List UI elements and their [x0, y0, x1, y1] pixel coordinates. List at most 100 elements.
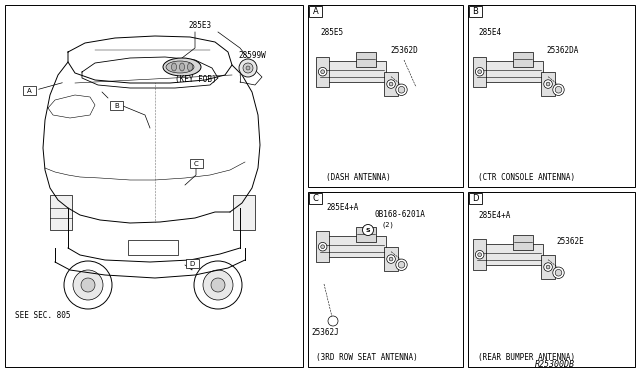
- Bar: [316, 57, 330, 87]
- Text: D: D: [472, 194, 479, 203]
- Text: S: S: [365, 228, 371, 232]
- Bar: [473, 240, 486, 270]
- Circle shape: [203, 270, 233, 300]
- Bar: [50, 195, 72, 230]
- Bar: [190, 159, 203, 168]
- Bar: [541, 255, 555, 279]
- Bar: [5, 5, 303, 367]
- Text: (DASH ANTENNA): (DASH ANTENNA): [326, 173, 391, 182]
- Circle shape: [555, 86, 562, 93]
- Bar: [385, 247, 397, 272]
- Circle shape: [396, 259, 407, 270]
- Bar: [308, 5, 463, 187]
- Text: 25362D: 25362D: [390, 46, 418, 55]
- Bar: [355, 52, 376, 67]
- Bar: [316, 231, 330, 262]
- Circle shape: [396, 84, 407, 96]
- Circle shape: [318, 67, 327, 76]
- Bar: [469, 193, 482, 204]
- Bar: [355, 227, 376, 242]
- Bar: [128, 240, 178, 255]
- Circle shape: [398, 262, 405, 268]
- Text: (REAR BUMPER ANTENNA): (REAR BUMPER ANTENNA): [478, 353, 575, 362]
- Circle shape: [328, 316, 338, 326]
- Bar: [23, 86, 36, 95]
- Circle shape: [553, 84, 564, 96]
- Text: 285E4: 285E4: [478, 28, 501, 37]
- Circle shape: [477, 70, 481, 74]
- Circle shape: [211, 278, 225, 292]
- Ellipse shape: [163, 58, 201, 76]
- Text: 285E4+A: 285E4+A: [326, 203, 358, 212]
- Text: 28599W: 28599W: [238, 51, 266, 60]
- Text: A: A: [312, 7, 318, 16]
- Bar: [385, 72, 397, 96]
- Text: 285E4+A: 285E4+A: [478, 211, 510, 220]
- Bar: [318, 236, 387, 257]
- Circle shape: [553, 267, 564, 279]
- Circle shape: [476, 67, 484, 76]
- Text: 285E3: 285E3: [188, 21, 211, 30]
- Text: C: C: [194, 161, 199, 167]
- Text: 0B168-6201A: 0B168-6201A: [375, 210, 426, 219]
- Text: (KEY FOB): (KEY FOB): [175, 75, 216, 84]
- Text: (2): (2): [382, 221, 395, 228]
- Circle shape: [246, 66, 250, 70]
- Ellipse shape: [188, 63, 193, 71]
- Circle shape: [243, 63, 253, 73]
- Bar: [309, 6, 322, 17]
- Circle shape: [477, 253, 481, 257]
- Bar: [475, 61, 543, 82]
- Bar: [110, 101, 123, 110]
- Text: D: D: [190, 261, 195, 267]
- Circle shape: [544, 263, 552, 271]
- Bar: [318, 61, 387, 82]
- Bar: [468, 192, 635, 367]
- Circle shape: [73, 270, 103, 300]
- Text: 25362E: 25362E: [556, 237, 584, 246]
- Text: 25362J: 25362J: [311, 328, 339, 337]
- Bar: [186, 259, 199, 268]
- Bar: [475, 244, 543, 265]
- Ellipse shape: [172, 63, 177, 71]
- Circle shape: [318, 243, 327, 251]
- Circle shape: [194, 261, 242, 309]
- Text: 25362DA: 25362DA: [546, 46, 579, 55]
- Text: A: A: [28, 87, 33, 93]
- Bar: [513, 235, 533, 250]
- Circle shape: [546, 265, 550, 269]
- Circle shape: [389, 82, 393, 86]
- Circle shape: [544, 80, 552, 88]
- Circle shape: [239, 59, 257, 77]
- Text: C: C: [312, 194, 319, 203]
- Text: B: B: [472, 7, 479, 16]
- Ellipse shape: [179, 63, 184, 71]
- Bar: [308, 192, 463, 367]
- Bar: [473, 57, 486, 87]
- Text: B: B: [114, 103, 119, 109]
- Circle shape: [387, 80, 396, 88]
- Circle shape: [476, 250, 484, 259]
- Circle shape: [64, 261, 112, 309]
- Circle shape: [555, 269, 562, 276]
- Bar: [468, 5, 635, 187]
- Circle shape: [387, 255, 396, 263]
- Bar: [309, 193, 322, 204]
- Circle shape: [546, 82, 550, 86]
- Text: (CTR CONSOLE ANTENNA): (CTR CONSOLE ANTENNA): [478, 173, 575, 182]
- Text: A: A: [27, 88, 32, 94]
- Text: (3RD ROW SEAT ANTENNA): (3RD ROW SEAT ANTENNA): [316, 353, 418, 362]
- Circle shape: [321, 70, 324, 74]
- Bar: [541, 72, 555, 96]
- Bar: [233, 195, 255, 230]
- Text: R25300DB: R25300DB: [535, 360, 575, 369]
- Circle shape: [321, 245, 324, 248]
- Circle shape: [389, 257, 393, 261]
- Circle shape: [81, 278, 95, 292]
- Text: SEE SEC. 805: SEE SEC. 805: [15, 311, 70, 320]
- Ellipse shape: [166, 61, 194, 73]
- Bar: [513, 52, 533, 67]
- Circle shape: [362, 224, 374, 235]
- Circle shape: [398, 86, 405, 93]
- Bar: [469, 6, 482, 17]
